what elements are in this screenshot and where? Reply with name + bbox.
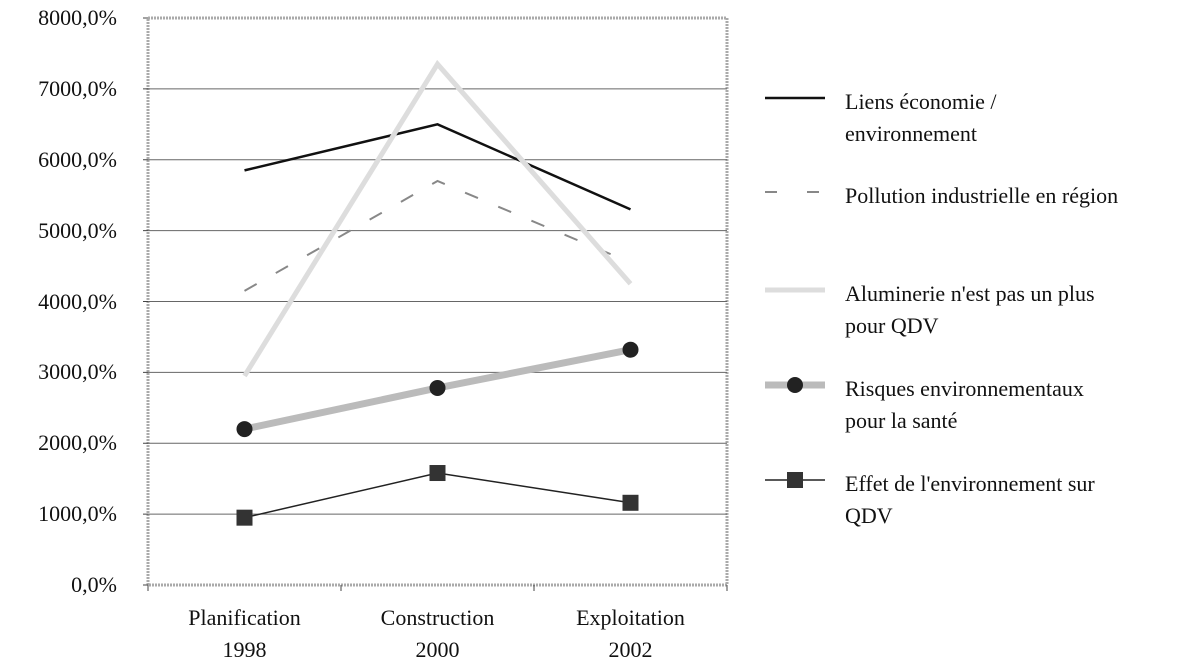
legend-label: Pollution industrielle en région [845,183,1119,208]
x-tick-label: Construction 2000 [380,605,495,662]
legend-label: Aluminerie n'est pas un plus pour QDV [845,281,1095,338]
y-tick-label: 5000,0% [38,217,117,243]
series-line [244,122,632,211]
point-marker [622,494,639,511]
point-marker [429,379,446,396]
y-tick-label: 3000,0% [38,359,117,385]
x-tick-label: Exploitation 2002 [576,605,685,662]
y-tick-label: 6000,0% [38,146,117,172]
point-marker [236,509,253,526]
y-tick-label: 1000,0% [38,501,117,527]
legend-marker [787,472,803,488]
y-tick-label: 7000,0% [38,75,117,101]
series-line [242,59,633,378]
point-marker [236,421,253,438]
point-marker [622,341,639,358]
point-marker [429,465,446,482]
x-tick-label: Planification 1998 [188,605,301,662]
y-tick-label: 4000,0% [38,288,117,314]
series-line [244,179,631,292]
legend-label: Liens économie / environnement [845,89,997,146]
legend-label: Risques environnementaux pour la santé [845,376,1084,433]
y-tick-label: 2000,0% [38,430,117,456]
legend-label: Effet de l'environnement sur QDV [845,471,1095,528]
legend-marker [787,377,803,393]
y-tick-label: 0,0% [71,572,117,597]
y-tick-label: 8000,0% [38,5,117,30]
